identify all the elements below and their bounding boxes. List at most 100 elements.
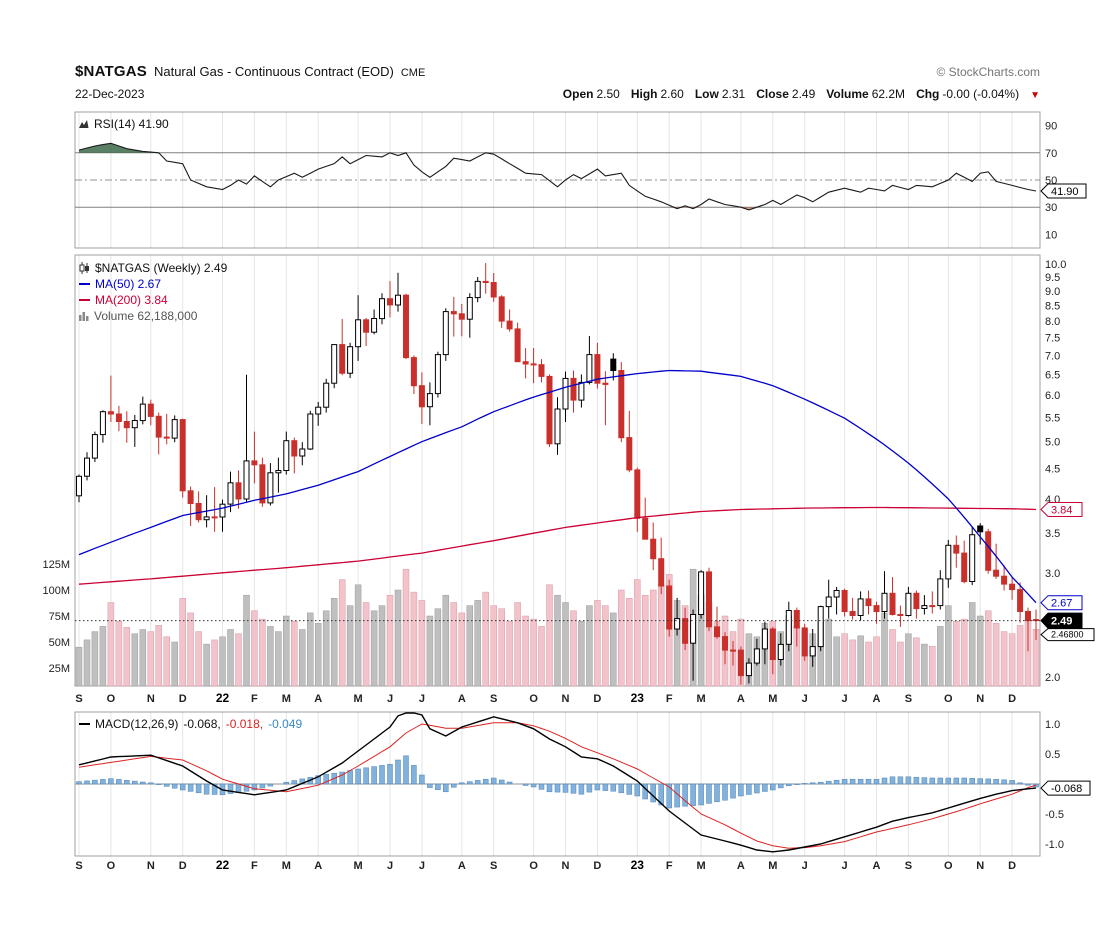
svg-text:N: N: [147, 693, 155, 705]
svg-text:M: M: [354, 693, 363, 705]
svg-text:M: M: [282, 693, 291, 705]
ma50-value-tag: 2.67: [1040, 595, 1083, 611]
ma200-line: [78, 506, 1037, 585]
ma50-color-swatch: [79, 283, 90, 285]
svg-text:22: 22: [216, 858, 230, 872]
svg-text:M: M: [697, 693, 706, 705]
macd-line: [78, 712, 1037, 853]
macd-legend-name: MACD(12,26,9): [95, 716, 179, 731]
volume-bars-icon: [79, 311, 89, 321]
svg-text:S: S: [490, 693, 497, 705]
svg-text:7.5: 7.5: [1045, 333, 1060, 345]
quote-close: Close 2.49: [756, 87, 816, 101]
svg-text:4.5: 4.5: [1045, 464, 1060, 476]
svg-text:A: A: [458, 860, 466, 872]
svg-text:M: M: [768, 860, 777, 872]
svg-text:90: 90: [1045, 121, 1057, 133]
rsi-legend-label: RSI(14) 41.90: [94, 116, 169, 131]
svg-text:M: M: [354, 860, 363, 872]
macd-signal-line: [78, 722, 1037, 849]
svg-text:A: A: [873, 693, 881, 705]
macd-line-icon: [79, 723, 90, 725]
svg-text:N: N: [562, 693, 570, 705]
svg-text:75M: 75M: [49, 611, 70, 623]
main-legend-symbol: $NATGAS (Weekly) 2.49: [95, 260, 228, 275]
svg-text:23: 23: [631, 858, 645, 872]
svg-text:N: N: [976, 693, 984, 705]
svg-text:J: J: [387, 860, 393, 872]
svg-text:D: D: [179, 860, 187, 872]
ma200-color-swatch: [79, 299, 90, 301]
svg-text:100M: 100M: [42, 585, 70, 597]
volume-bars: [75, 568, 1040, 687]
ma200-value-tag: 3.84: [1040, 501, 1083, 517]
svg-text:30: 30: [1045, 202, 1057, 214]
ma200-legend: MA(200) 3.84: [95, 292, 168, 307]
svg-text:5.5: 5.5: [1045, 412, 1060, 424]
instrument-name: Natural Gas - Continuous Contract (EOD): [153, 64, 394, 79]
svg-text:9.5: 9.5: [1045, 272, 1060, 284]
svg-text:50M: 50M: [49, 637, 70, 649]
chg-down-triangle-icon: ▼: [1030, 90, 1040, 101]
quote-low: Low 2.31: [694, 87, 746, 101]
macd-legend: MACD(12,26,9) -0.068, -0.018, -0.049: [79, 716, 302, 732]
svg-text:5.0: 5.0: [1045, 437, 1060, 449]
rsi-legend: RSI(14) 41.90: [79, 116, 169, 132]
svg-text:S: S: [905, 693, 912, 705]
quote-open: Open 2.50: [562, 87, 620, 101]
macd-legend-signal-value: -0.018,: [225, 716, 264, 731]
svg-text:D: D: [593, 693, 601, 705]
svg-text:J: J: [842, 693, 848, 705]
svg-text:O: O: [944, 860, 953, 872]
svg-text:N: N: [976, 860, 984, 872]
svg-text:6.0: 6.0: [1045, 390, 1060, 402]
svg-text:23: 23: [631, 691, 645, 705]
svg-text:S: S: [905, 860, 912, 872]
svg-text:A: A: [314, 860, 322, 872]
main-legend: $NATGAS (Weekly) 2.49 MA(50) 2.67 MA(200…: [79, 260, 227, 324]
svg-text:7.0: 7.0: [1045, 350, 1060, 362]
svg-text:J: J: [419, 693, 425, 705]
quote-volume: Volume 62.2M: [826, 87, 906, 101]
macd-value-tag: -0.068: [1040, 780, 1091, 796]
svg-text:O: O: [944, 693, 953, 705]
symbol: $NATGAS: [75, 63, 147, 80]
svg-text:9.0: 9.0: [1045, 286, 1060, 298]
volume-legend: Volume 62,188,000: [94, 308, 198, 323]
svg-text:10: 10: [1045, 229, 1057, 241]
axis-labels: 10.09.59.08.58.07.57.06.56.05.55.04.54.0…: [42, 121, 1066, 851]
svg-text:A: A: [314, 693, 322, 705]
panel-borders: [74, 111, 1041, 857]
svg-text:J: J: [842, 860, 848, 872]
ma50-legend: MA(50) 2.67: [95, 276, 162, 291]
svg-text:F: F: [251, 860, 258, 872]
svg-text:D: D: [1008, 860, 1016, 872]
svg-text:3.0: 3.0: [1045, 568, 1060, 580]
quote-change: Chg -0.00 (-0.04%): [916, 87, 1020, 101]
svg-text:8.5: 8.5: [1045, 301, 1060, 313]
svg-text:6.5: 6.5: [1045, 369, 1060, 381]
svg-text:F: F: [251, 693, 258, 705]
quote-high: High 2.60: [630, 87, 684, 101]
svg-text:D: D: [179, 693, 187, 705]
svg-text:125M: 125M: [42, 559, 70, 571]
chart-date: 22-Dec-2023: [75, 87, 145, 101]
svg-text:-1.0: -1.0: [1045, 839, 1064, 851]
rsi-value-tag: 41.90: [1040, 183, 1087, 199]
level-line-tag: 2.46800: [1040, 628, 1095, 642]
quote-summary: Open 2.50 High 2.60 Low 2.31 Close 2.49 Volu…: [563, 87, 1040, 101]
svg-text:-0.5: -0.5: [1045, 809, 1064, 821]
svg-text:J: J: [802, 860, 808, 872]
brand-watermark: © StockCharts.com: [936, 65, 1040, 79]
svg-text:2.0: 2.0: [1045, 672, 1060, 684]
svg-text:A: A: [737, 860, 745, 872]
svg-text:O: O: [529, 860, 538, 872]
svg-text:D: D: [593, 860, 601, 872]
svg-text:2.49: 2.49: [1051, 616, 1072, 628]
svg-text:D: D: [1008, 693, 1016, 705]
month-gridlines: [78, 112, 1013, 856]
svg-text:A: A: [873, 860, 881, 872]
svg-text:2.67: 2.67: [1051, 598, 1072, 610]
svg-text:8.0: 8.0: [1045, 316, 1060, 328]
